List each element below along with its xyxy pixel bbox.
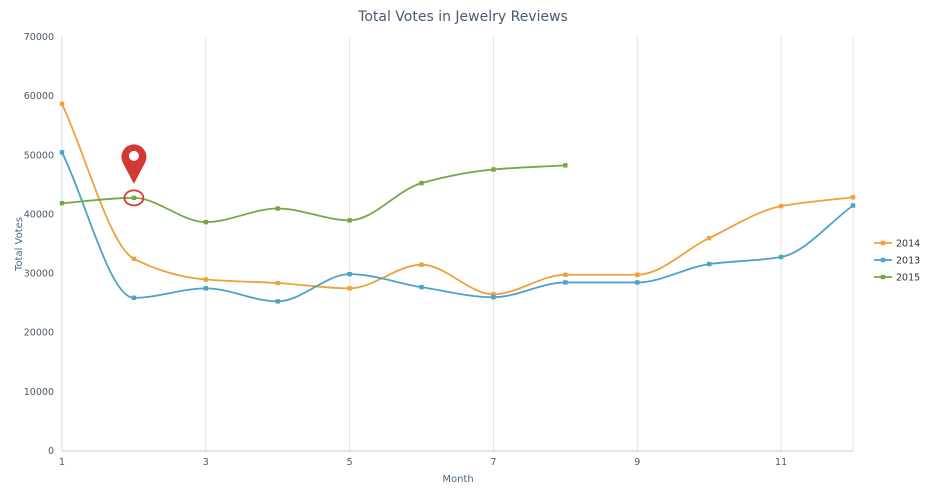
data-point-2015 [131,195,137,201]
data-point-2014 [706,235,712,241]
series-points [59,101,856,304]
x-tick-label: 11 [775,457,787,468]
y-tick-label: 70000 [24,32,54,43]
x-tick-labels: 1 3 5 7 9 11 [59,457,787,468]
x-tick-label: 1 [59,457,65,468]
y-axis-title: Total Votes [14,217,25,272]
data-point-2014 [850,195,856,200]
legend-label-2015: 2015 [896,273,920,284]
data-point-2013 [347,271,352,277]
chart-title: Total Votes in Jewelry Reviews [357,9,568,25]
data-point-2013 [706,261,712,267]
data-point-2013 [419,284,424,290]
legend-marker-2014 [880,240,886,246]
data-point-2013 [635,280,640,285]
y-tick-label: 10000 [24,387,54,398]
data-point-2013 [203,286,209,291]
legend-label-2014: 2014 [896,239,920,250]
data-point-2013 [59,150,65,155]
x-tick-label: 9 [634,457,640,468]
legend-marker-2013 [880,257,886,263]
x-tick-label: 3 [203,457,209,468]
y-tick-label: 60000 [24,91,54,102]
series-line-2015 [61,164,566,224]
y-tick-label: 50000 [24,150,54,161]
data-point-2013 [778,254,784,260]
highlight-ring [123,189,145,207]
series-lines [61,103,854,303]
data-point-2015 [491,167,496,172]
data-point-2014 [419,262,424,267]
legend: 2014 2013 2015 [874,239,920,284]
data-point-2015 [347,218,352,223]
y-tick-labels: 0 10000 20000 30000 40000 50000 60000 70000 [24,32,54,457]
data-point-2013 [275,299,280,304]
data-point-2013 [563,280,568,285]
x-tick-label: 7 [490,457,496,468]
data-point-2014 [203,277,209,282]
axes [61,37,853,452]
data-point-2014 [59,101,65,107]
series-line-2014 [61,103,854,296]
x-axis-title: Month [442,474,473,485]
y-tick-label: 20000 [24,328,54,339]
location-pin-icon [121,144,147,184]
data-point-2014 [563,272,568,277]
data-point-2014 [347,286,352,291]
data-point-2013 [491,295,496,300]
data-point-2015 [563,163,568,168]
data-point-2014 [131,256,137,261]
legend-label-2013: 2013 [896,256,920,267]
data-point-2015 [203,219,209,225]
annotation [121,144,147,207]
x-tick-label: 5 [347,457,353,468]
grid-lines [61,37,854,451]
y-tick-label: 40000 [24,209,54,220]
data-point-2014 [491,292,496,297]
location-pin-hole [128,150,139,161]
data-point-2013 [131,295,137,301]
data-point-2013 [850,203,856,208]
legend-marker-2015 [880,274,886,280]
data-point-2014 [778,203,784,209]
series-line-2013 [61,151,854,303]
data-point-2014 [635,272,640,277]
y-tick-label: 30000 [24,269,54,280]
data-point-2015 [59,200,65,206]
data-point-2015 [275,206,280,211]
data-point-2015 [419,180,424,186]
data-point-2014 [275,280,280,286]
y-tick-label: 0 [48,446,54,457]
